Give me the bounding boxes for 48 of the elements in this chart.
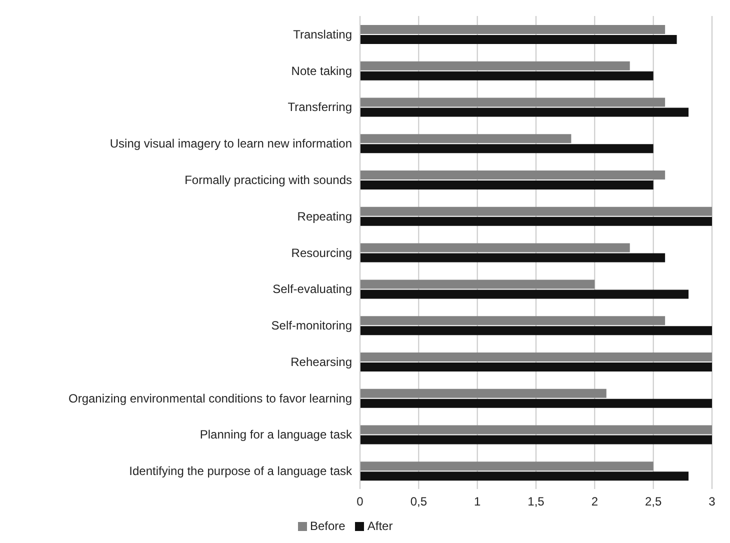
x-tick-label: 1,5 (528, 494, 545, 509)
bar (360, 362, 712, 372)
y-tick-label: Resourcing (291, 246, 352, 260)
bar (360, 71, 654, 80)
bar (360, 98, 666, 107)
bar (360, 462, 654, 471)
bar (360, 243, 630, 252)
y-tick-label: Transferring (288, 100, 352, 114)
bar (360, 206, 712, 216)
y-tick-label: Organizing environmental conditions to favor learning (68, 391, 352, 406)
y-tick-label: Translating (293, 27, 352, 42)
bar (360, 398, 712, 408)
bar (360, 253, 666, 262)
y-tick-label: Using visual imagery to learn new information (110, 136, 352, 151)
y-tick-label: Formally practicing with sounds (184, 172, 352, 187)
bar (360, 435, 712, 444)
y-tick-label: Repeating (297, 209, 352, 224)
y-tick-label: Self-evaluating (272, 282, 352, 296)
bar (360, 326, 712, 336)
bar (360, 316, 666, 326)
bar (360, 472, 689, 481)
y-tick-label: Rehearsing (290, 354, 352, 369)
bar (360, 388, 606, 398)
y-tick-label: Note taking (291, 64, 352, 78)
x-tick-label: 0,5 (410, 494, 428, 509)
y-tick-label: Planning for a language task (200, 428, 353, 442)
bar (360, 144, 654, 154)
bar (360, 25, 666, 34)
bar (360, 134, 572, 144)
x-tick-label: 2,5 (644, 494, 662, 509)
x-tick-label: 1 (474, 494, 481, 509)
bar (360, 216, 712, 226)
bar (360, 180, 654, 190)
y-tick-label: Self-monitoring (271, 318, 352, 333)
bar (360, 280, 595, 289)
legend-label: After (366, 519, 393, 533)
bar (360, 425, 712, 434)
x-tick-label: 2 (591, 494, 598, 509)
bar (360, 290, 689, 299)
bar (360, 352, 712, 362)
legend-label: Before (309, 519, 346, 533)
x-tick-label: 3 (708, 494, 716, 509)
x-tick-label: 0 (356, 494, 364, 509)
bar (360, 61, 630, 70)
bar (360, 35, 677, 44)
bar (360, 170, 666, 180)
y-tick-label: Identifying the purpose of a language task (129, 464, 353, 478)
bar (360, 108, 689, 117)
